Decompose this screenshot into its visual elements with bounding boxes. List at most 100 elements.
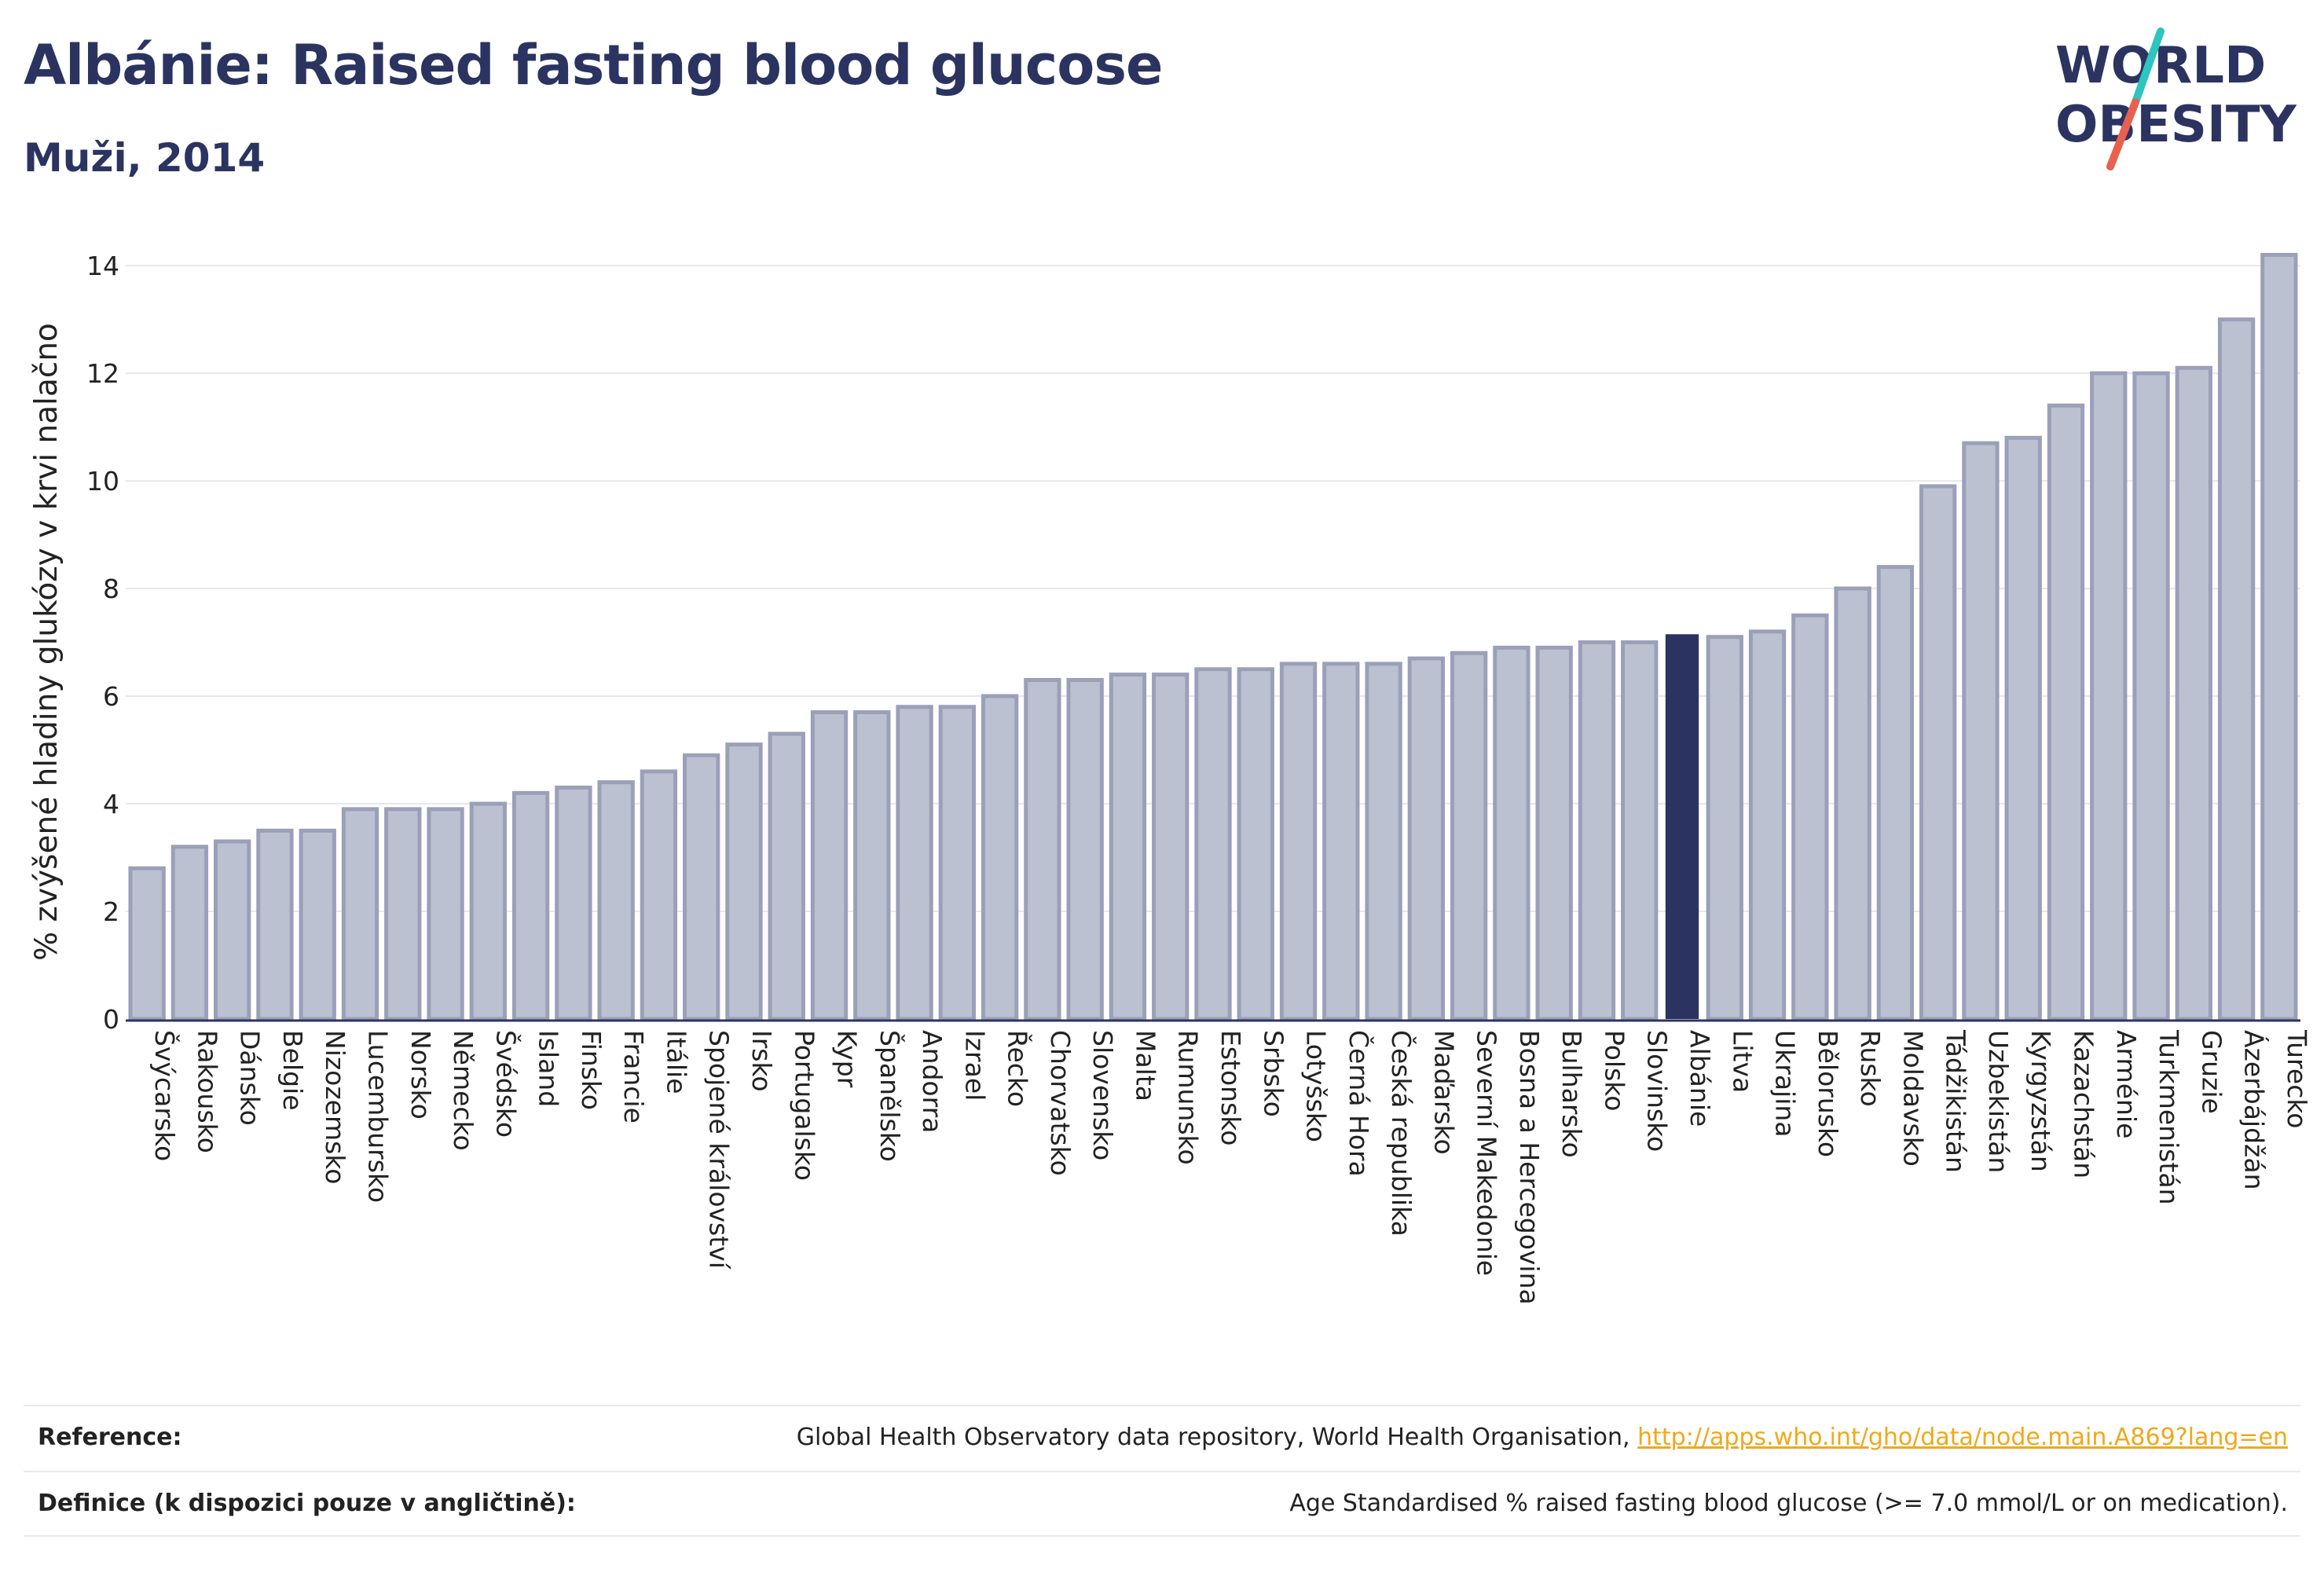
reference-text: Global Health Observatory data repositor…: [796, 1424, 1630, 1451]
x-tick-label: Gruzie: [2196, 1030, 2227, 1114]
bar: [2217, 317, 2256, 1021]
x-tick-label: Francie: [618, 1030, 649, 1123]
footer-divider-mid: [24, 1471, 2300, 1472]
bar: [640, 769, 678, 1021]
bar: [1748, 629, 1787, 1021]
bar-highlighted: [1665, 634, 1699, 1019]
bar: [1322, 662, 1360, 1021]
x-tick-label: Kazachstán: [2068, 1030, 2099, 1178]
y-tick-label: 6: [103, 681, 119, 712]
bar: [1194, 667, 1232, 1021]
bar: [683, 753, 720, 1021]
x-tick-label: Finsko: [576, 1030, 607, 1110]
bar: [1834, 586, 1871, 1021]
bar: [853, 710, 891, 1021]
x-tick-label: Arménie: [2111, 1030, 2142, 1138]
x-tick-label: Lucembursko: [363, 1030, 394, 1203]
x-tick-label: Portugalsko: [789, 1030, 819, 1181]
bar: [1024, 677, 1061, 1021]
footer-divider-bottom: [24, 1535, 2300, 1537]
x-tick-label: Slovinsko: [1642, 1030, 1673, 1152]
x-tick-label: Turecko: [2282, 1029, 2312, 1128]
x-tick-label: Andorra: [917, 1030, 948, 1133]
x-tick-label: Maďarsko: [1428, 1030, 1459, 1155]
x-tick-label: Lotyšsko: [1301, 1030, 1332, 1142]
bar: [1919, 484, 1957, 1021]
x-tick-label: Rumunsko: [1173, 1030, 1204, 1165]
bar-chart: 0 2 4 6 8 10 12 14 Švýcarsko Rakousko Dánsko Belgi…: [29, 251, 2312, 1305]
logo-slash-bottom: [2106, 98, 2139, 170]
x-tick-label: Moldavsko: [1897, 1030, 1928, 1167]
bar: [1706, 635, 1743, 1021]
x-tick-label: Belgie: [277, 1030, 308, 1111]
x-tick-label: Albánie: [1684, 1030, 1715, 1127]
y-axis-title: % zvýšené hladiny glukózy v krvi nalačno: [29, 323, 64, 961]
x-tick-label: Řecko: [1003, 1030, 1034, 1107]
bar: [2090, 371, 2128, 1021]
bar: [341, 807, 379, 1021]
y-tick-label: 2: [103, 896, 119, 927]
bar: [214, 839, 251, 1021]
bar: [299, 828, 336, 1021]
x-tick-label: Itálie: [661, 1030, 691, 1094]
page-subtitle: Muži, 2014: [24, 135, 266, 181]
bar: [896, 705, 933, 1021]
bar: [1109, 673, 1147, 1021]
bar: [810, 710, 849, 1021]
x-tick-label: Kypr: [832, 1030, 863, 1088]
footer-reference-row: Reference: Global Health Observatory dat…: [24, 1406, 2300, 1469]
x-tick-label: Ázerbájdžán: [2239, 1030, 2271, 1190]
bar: [2004, 435, 2042, 1021]
x-axis-category-labels: Švýcarsko Rakousko Dánsko Belgie Nizozemsko L…: [149, 1029, 2312, 1305]
reference-link[interactable]: http://apps.who.int/gho/data/node.main.A…: [1637, 1424, 2288, 1451]
y-tick-label: 8: [103, 574, 119, 604]
bar: [427, 807, 464, 1021]
bar: [1152, 673, 1189, 1021]
x-tick-label: Turkmenistán: [2154, 1029, 2184, 1205]
x-tick-label: Island: [533, 1030, 564, 1107]
x-tick-label: Dánsko: [235, 1030, 266, 1126]
x-tick-label: Bosna a Hercegovina: [1514, 1030, 1545, 1305]
bar: [511, 790, 550, 1021]
bar: [2175, 365, 2212, 1021]
y-tick-label: 0: [103, 1004, 119, 1035]
x-tick-label: Severní Makedonie: [1472, 1030, 1502, 1276]
bar: [1876, 565, 1915, 1021]
bar: [1493, 645, 1530, 1021]
bar: [555, 785, 592, 1021]
footer-definition-row: Definice (k dispozici pouze v angličtině…: [24, 1472, 2300, 1535]
bar: [1365, 662, 1402, 1021]
definition-label: Definice (k dispozici pouze v angličtině…: [38, 1490, 576, 1517]
bar: [1962, 441, 2000, 1021]
world-obesity-logo: WORLD OBESITY: [2055, 27, 2297, 170]
x-tick-label: Norsko: [405, 1030, 436, 1120]
definition-value: Age Standardised % raised fasting blood …: [1289, 1490, 2288, 1517]
x-tick-label: Švédsko: [490, 1030, 522, 1138]
x-tick-label: Chorvatsko: [1045, 1030, 1076, 1176]
reference-value: Global Health Observatory data repositor…: [797, 1424, 2288, 1451]
x-tick-label: Bulharsko: [1556, 1030, 1587, 1158]
bar: [981, 694, 1019, 1021]
bar: [725, 742, 763, 1021]
y-tick-label: 14: [86, 251, 119, 281]
bar: [1535, 645, 1573, 1021]
x-tick-label: Srbsko: [1258, 1030, 1288, 1117]
y-axis-ticks: 0 2 4 6 8 10 12 14: [86, 251, 119, 1035]
bar: [2260, 252, 2298, 1021]
bar: [128, 866, 166, 1021]
bar: [1450, 651, 1488, 1021]
x-tick-label: Švýcarsko: [149, 1030, 181, 1161]
logo-line2: OBESITY: [2055, 96, 2297, 154]
x-tick-label: Rusko: [1855, 1030, 1886, 1107]
x-tick-label: Izrael: [959, 1030, 990, 1101]
x-tick-label: Malta: [1130, 1030, 1160, 1101]
bars: [128, 252, 2298, 1021]
bar: [1578, 640, 1616, 1021]
x-tick-label: Ukrajina: [1770, 1030, 1801, 1138]
y-tick-label: 12: [86, 358, 119, 389]
page-title: Albánie: Raised fasting blood glucose: [24, 33, 1163, 97]
bar: [1279, 662, 1318, 1021]
x-tick-label: Litva: [1727, 1030, 1758, 1093]
bar: [1407, 656, 1446, 1021]
logo-slash-top: [2132, 27, 2165, 106]
